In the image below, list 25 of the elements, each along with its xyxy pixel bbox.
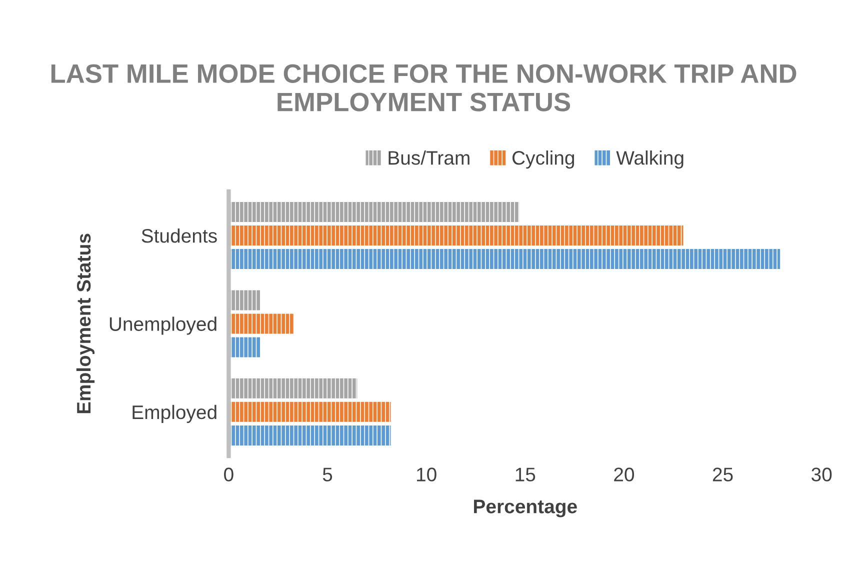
bar xyxy=(228,378,358,398)
bar xyxy=(228,314,294,334)
x-tick-label: 10 xyxy=(416,468,436,482)
y-axis-title: Employment Status xyxy=(76,234,95,414)
legend-label: Walking xyxy=(616,150,684,169)
bar xyxy=(228,337,260,358)
bar xyxy=(228,290,260,310)
bar xyxy=(228,425,391,446)
chart-title: LAST MILE MODE CHOICE FOR THE NON-WORK TRIP AND EMPLOYMENT STATUS xyxy=(51,64,796,112)
x-tick-label: 25 xyxy=(712,468,733,482)
x-tick-label: 0 xyxy=(224,468,234,482)
x-axis-title: Percentage xyxy=(474,500,577,518)
bar xyxy=(228,202,520,222)
x-tick-label: 15 xyxy=(516,468,536,482)
bar xyxy=(228,402,391,422)
legend-label: Cycling xyxy=(512,150,574,169)
bar xyxy=(228,226,684,246)
y-tick-label: Employed xyxy=(132,404,216,424)
bar xyxy=(228,249,780,270)
x-tick-label: 20 xyxy=(614,468,634,482)
legend-label: Bus/Tram xyxy=(388,150,470,165)
y-tick-label: Students xyxy=(142,228,217,243)
x-tick-label: 30 xyxy=(812,468,832,482)
y-tick-label: Unemployed xyxy=(110,316,216,335)
x-tick-label: 5 xyxy=(322,468,332,482)
